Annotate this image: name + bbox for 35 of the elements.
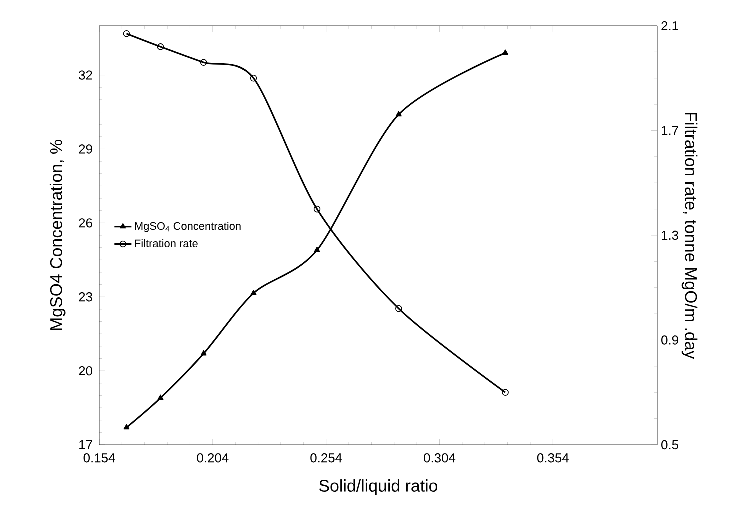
x-tick-label: 0.354: [537, 454, 569, 463]
point: [502, 389, 509, 396]
y2-tick-label: 1.7: [662, 126, 678, 136]
y2-tick-label: 1.3: [662, 230, 678, 240]
y-tick-label: 20: [79, 366, 92, 376]
point: [200, 59, 208, 66]
legend-label: Filtration rate: [135, 239, 198, 248]
y-tick-label: 26: [79, 218, 92, 228]
point: [158, 394, 164, 400]
point: [314, 246, 320, 252]
point: [157, 44, 164, 50]
point: [250, 74, 258, 82]
point: [502, 50, 509, 55]
point: [124, 424, 130, 430]
point: [200, 350, 207, 356]
point: [314, 206, 321, 213]
y2-tick-label: 0.5: [662, 440, 678, 450]
y2-axis-title: Filtration rate, tonne MgO/m .day: [682, 113, 698, 360]
y2-tick-label: 2.1: [662, 21, 678, 31]
y-axis-title: MgSO4 Concentration, %: [50, 140, 66, 330]
x-tick-label: 0.154: [84, 454, 116, 463]
x-tick-label: 0.304: [424, 454, 456, 463]
y2-tick-label: 0.9: [662, 336, 678, 345]
x-axis-title: Solid/liquid ratio: [319, 480, 438, 496]
point: [396, 111, 402, 117]
point: [123, 30, 130, 38]
x-tick-label: 0.204: [197, 454, 229, 463]
point: [250, 290, 257, 296]
y-tick-label: 29: [79, 144, 92, 154]
y-tick-label: 17: [80, 440, 92, 450]
x-tick-label: 0.254: [310, 454, 342, 463]
y-tick-label: 23: [79, 292, 92, 302]
legend-label: MgSO$_{4}$ Concentration: [135, 222, 241, 232]
point: [396, 305, 402, 312]
y-tick-label: 32: [79, 70, 92, 80]
